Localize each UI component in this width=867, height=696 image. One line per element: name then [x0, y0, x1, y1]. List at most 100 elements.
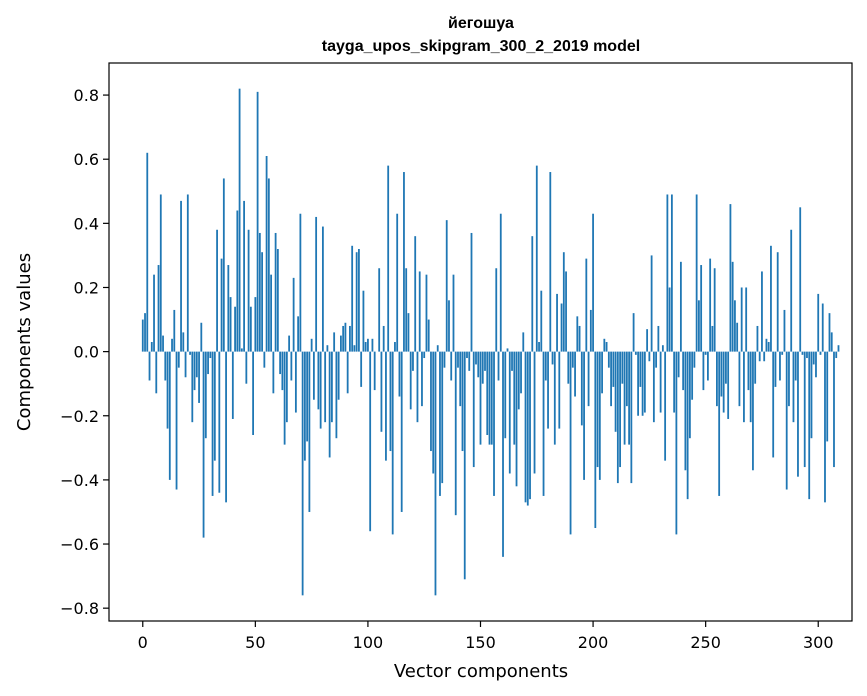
bar-236	[673, 351, 676, 413]
bar-0	[141, 319, 144, 352]
bar-234	[668, 287, 671, 352]
bar-109	[387, 165, 390, 352]
bar-32	[213, 351, 216, 461]
y-tick-label: −0.8	[60, 599, 99, 618]
bar-161	[504, 351, 507, 439]
bar-2	[146, 152, 149, 352]
bar-230	[659, 351, 662, 413]
bar-4	[150, 342, 153, 352]
bar-217	[630, 351, 633, 484]
bar-80	[321, 226, 324, 352]
bar-300	[817, 293, 820, 352]
bar-243	[688, 351, 691, 439]
bar-179	[544, 351, 547, 381]
bar-304	[826, 351, 829, 442]
bar-64	[285, 351, 288, 423]
bar-129	[432, 351, 435, 474]
bar-257	[720, 351, 723, 397]
bar-196	[583, 351, 585, 480]
bar-238	[677, 351, 680, 378]
bar-164	[511, 351, 513, 371]
bar-50	[254, 297, 257, 352]
bar-212	[619, 351, 621, 468]
y-tick-label: 0.4	[74, 214, 99, 233]
bar-309	[837, 345, 840, 352]
bar-172	[529, 351, 531, 500]
bar-266	[740, 287, 743, 352]
bar-114	[398, 351, 401, 397]
x-axis-label: Vector components	[394, 661, 568, 682]
bar-155	[490, 351, 493, 445]
bar-225	[648, 351, 651, 362]
bar-255	[716, 351, 718, 407]
bar-55	[265, 156, 268, 352]
bar-187	[562, 252, 565, 352]
bar-199	[589, 309, 592, 352]
bar-270	[749, 351, 752, 423]
bar-271	[752, 351, 754, 471]
bar-54	[263, 351, 266, 368]
bar-157	[495, 268, 498, 352]
bar-48	[249, 306, 252, 352]
bar-7	[157, 265, 160, 352]
bar-15	[175, 351, 178, 490]
plot-area-frame	[108, 62, 853, 622]
bar-26	[200, 322, 203, 352]
bar-249	[702, 351, 705, 391]
bar-229	[657, 325, 660, 352]
bar-285	[783, 309, 786, 352]
bar-5	[153, 274, 155, 352]
bar-31	[211, 351, 214, 496]
bar-47	[247, 229, 250, 352]
bar-77	[315, 216, 318, 352]
bar-18	[182, 332, 185, 352]
y-tick-label: −0.6	[60, 535, 99, 554]
bar-264	[736, 322, 739, 352]
bar-23	[193, 351, 196, 391]
bar-269	[747, 351, 750, 391]
bar-63	[283, 351, 286, 445]
bar-206	[605, 342, 608, 352]
chart-title-line-2: tayga_upos_skipgram_300_2_2019 model	[322, 38, 640, 55]
bar-66	[290, 351, 293, 381]
bar-291	[797, 351, 799, 477]
bar-275	[761, 271, 763, 352]
bar-305	[828, 313, 831, 352]
bar-180	[547, 351, 549, 429]
bar-306	[830, 332, 833, 352]
bar-237	[675, 351, 678, 535]
bar-143	[463, 351, 466, 580]
bar-58	[272, 351, 275, 394]
bar-36	[222, 178, 225, 352]
bar-198	[587, 351, 590, 407]
bar-154	[488, 351, 491, 445]
bar-209	[612, 351, 615, 387]
bar-133	[441, 351, 444, 484]
bar-214	[623, 351, 626, 445]
bar-152	[484, 351, 486, 371]
bar-123	[418, 271, 421, 352]
bar-301	[819, 351, 822, 355]
bar-231	[661, 345, 664, 352]
bar-228	[655, 351, 658, 368]
bar-280	[772, 351, 775, 458]
bar-137	[450, 351, 453, 381]
bar-227	[652, 351, 655, 423]
bar-186	[560, 303, 563, 352]
bar-126	[425, 274, 428, 352]
bar-73	[306, 351, 309, 442]
bar-82	[326, 345, 329, 352]
bar-168	[520, 351, 522, 394]
x-tick-label: 0	[138, 633, 148, 652]
bar-208	[610, 351, 612, 407]
bar-165	[513, 351, 516, 445]
bar-130	[434, 351, 437, 596]
bar-87	[337, 351, 340, 400]
bar-233	[666, 194, 669, 352]
bar-61	[279, 351, 282, 375]
bar-194	[578, 325, 581, 352]
bar-302	[821, 303, 824, 352]
bar-246	[695, 194, 698, 352]
bar-65	[288, 335, 291, 352]
bar-69	[297, 316, 300, 352]
